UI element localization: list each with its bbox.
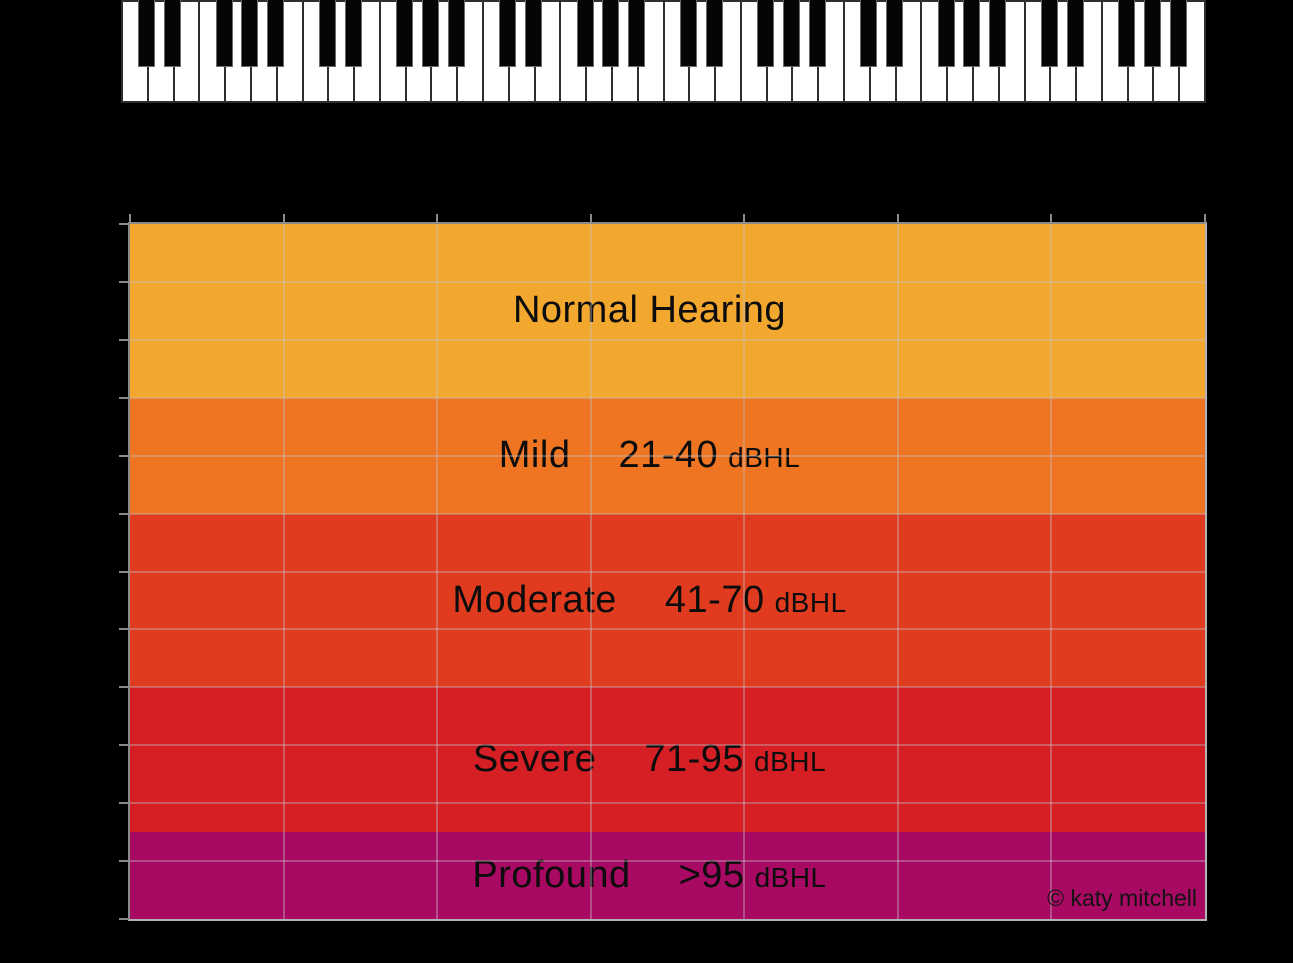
y-axis-tick (119, 686, 128, 689)
black-key (267, 0, 285, 67)
x-axis-tick (1204, 214, 1206, 222)
band-unit-label: dBHL (754, 746, 827, 778)
band-name-label: Profound (472, 854, 631, 897)
band-range-label: 71-95 (644, 738, 745, 781)
black-key (937, 0, 955, 67)
black-key (421, 0, 439, 67)
black-key (1066, 0, 1084, 67)
band-label: Mild 21-40 dBHL (499, 434, 800, 477)
black-key (860, 0, 878, 67)
copyright-credit: © katy mitchell (1047, 885, 1197, 911)
band-label: Moderate 41-70 dBHL (452, 579, 846, 622)
band-range-label: 41-70 (664, 578, 765, 621)
x-axis-tick (282, 214, 285, 222)
black-key (447, 0, 465, 67)
severity-band: Moderate 41-70 dBHL (130, 513, 1205, 688)
black-key (1169, 0, 1187, 67)
y-axis-tick (119, 454, 128, 457)
black-key (138, 0, 156, 67)
black-key (1118, 0, 1136, 67)
band-name-label: Mild (498, 434, 571, 477)
piano-keyboard (121, 0, 1206, 103)
severity-band: Normal Hearing (130, 224, 1205, 398)
audiogram-plot: Normal Hearing Mild 21-40 dBHL Moderate 41-70… (119, 214, 1207, 921)
severity-band: Profound >95 dBHL (130, 832, 1205, 919)
band-unit-label: dBHL (774, 586, 847, 618)
x-axis-tick (129, 214, 131, 222)
black-key (808, 0, 826, 67)
x-axis-tick (896, 214, 899, 222)
black-key (757, 0, 775, 67)
band-range-label: 21-40 (618, 434, 719, 477)
black-key (963, 0, 981, 67)
band-name-label: Normal Hearing (512, 289, 787, 332)
black-key (782, 0, 800, 67)
black-key (886, 0, 904, 67)
band-label: Profound >95 dBHL (472, 854, 826, 897)
severity-band: Mild 21-40 dBHL (130, 397, 1205, 514)
black-key (1040, 0, 1058, 67)
band-unit-label: dBHL (754, 862, 827, 894)
x-axis-tick (589, 214, 592, 222)
black-key (164, 0, 182, 67)
black-key (602, 0, 620, 67)
black-key (318, 0, 336, 67)
y-axis-tick (119, 280, 128, 283)
x-axis-tick (436, 214, 439, 222)
black-key (525, 0, 543, 67)
band-name-label: Severe (472, 738, 597, 781)
y-axis-tick (119, 396, 128, 399)
band-range-label: >95 (678, 854, 745, 897)
y-axis-tick (119, 338, 128, 341)
severity-bands: Normal Hearing Mild 21-40 dBHL Moderate 41-70… (130, 224, 1205, 919)
y-axis-tick (119, 570, 128, 573)
y-axis-tick (119, 860, 128, 863)
severity-band: Severe 71-95 dBHL (130, 687, 1205, 833)
black-key (344, 0, 362, 67)
black-key (1143, 0, 1161, 67)
black-key (396, 0, 414, 67)
band-unit-label: dBHL (728, 442, 801, 474)
band-label: Normal Hearing (513, 289, 786, 332)
black-key (499, 0, 517, 67)
x-axis-tick (1050, 214, 1053, 222)
band-label: Severe 71-95 dBHL (473, 738, 826, 781)
y-axis-tick (119, 802, 128, 805)
y-axis-tick (119, 512, 128, 515)
y-axis-tick (119, 628, 128, 631)
black-key (679, 0, 697, 67)
band-name-label: Moderate (452, 578, 617, 621)
y-axis-tick (119, 744, 128, 747)
black-key (705, 0, 723, 67)
x-axis-tick (743, 214, 746, 222)
black-key (215, 0, 233, 67)
black-key (628, 0, 646, 67)
black-key (241, 0, 259, 67)
y-axis-tick (119, 223, 128, 225)
black-key (576, 0, 594, 67)
y-axis-tick (119, 918, 128, 920)
black-key (989, 0, 1007, 67)
